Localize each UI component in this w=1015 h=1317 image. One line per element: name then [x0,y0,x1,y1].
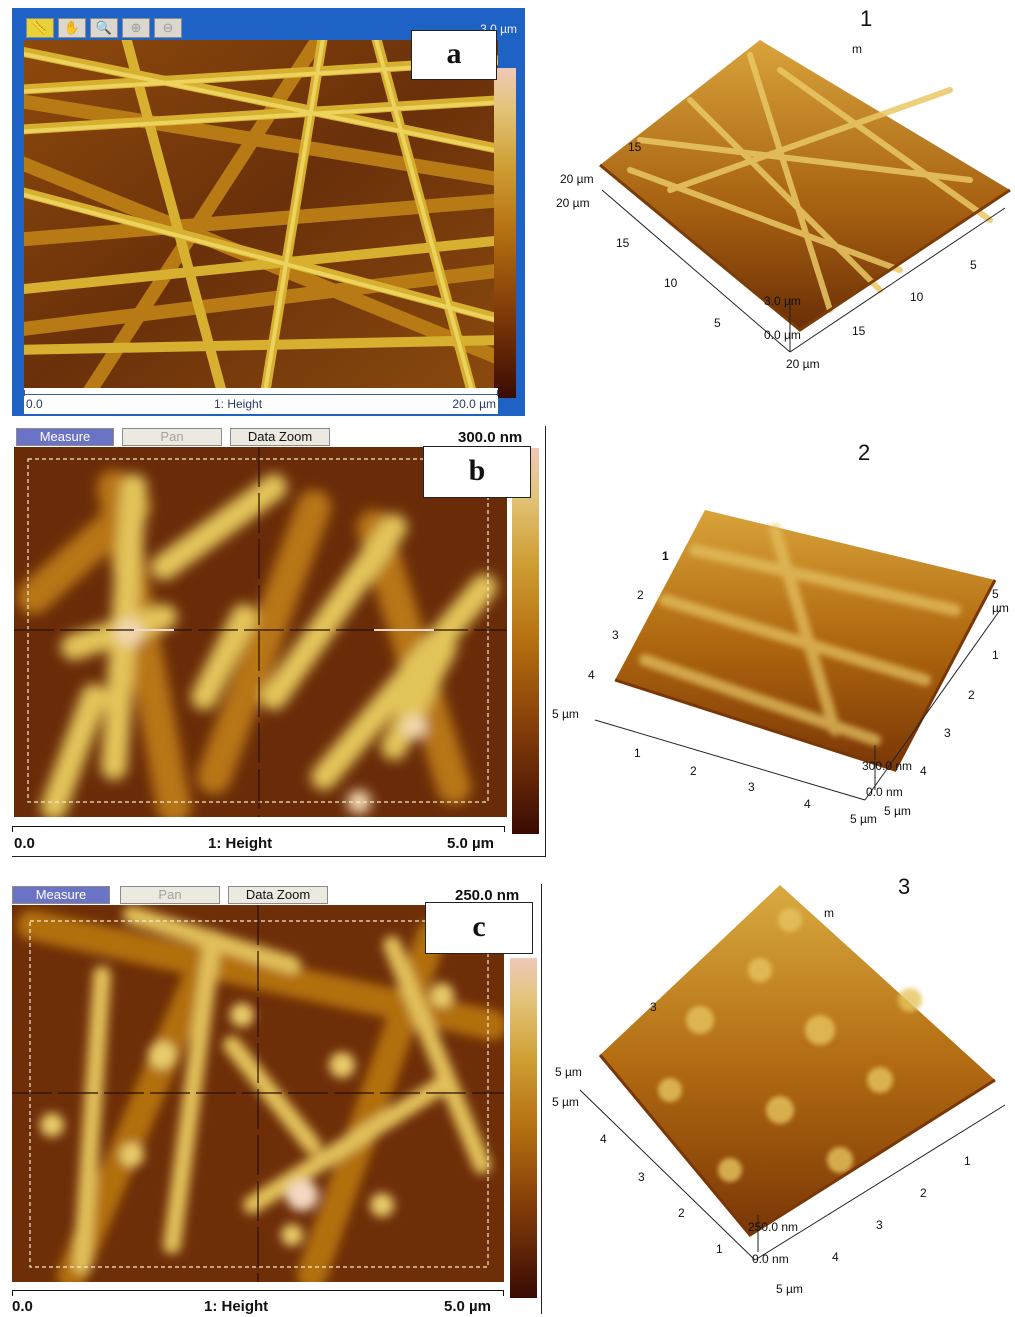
axis-3-label-7: 0.0 nm [752,1252,789,1266]
data-zoom-button-c[interactable]: Data Zoom [228,886,328,904]
axis-3-label-9: 4 [832,1250,839,1264]
footer-right-a: 20.0 µm [452,397,496,411]
scale-tick-left-b [12,826,13,832]
footer-center-a: 1: Height [214,397,263,411]
axis-3-label-10: 3 [876,1218,883,1232]
footer-left-c: 0.0 [12,1298,33,1315]
afm-height-image-a [24,40,498,388]
axis-2-label-14: 3 [944,726,951,740]
color-scale-bar-c [510,958,537,1298]
axis-1-label-7: 20 µm [786,357,820,371]
panel-label-b: b [423,446,531,498]
axis-3-label-2: 4 [600,1132,607,1146]
axis-3-label-11: 2 [920,1186,927,1200]
afm-3d-view-3 [580,885,1006,1261]
axis-2-label-9: 5 µm [850,812,877,826]
axis-3-label-8: 5 µm [776,1282,803,1296]
pan-button-b[interactable]: Pan [122,428,222,446]
footer-left-a: 0.0 [26,397,43,411]
footer-left-b: 0.0 [14,835,35,852]
magnifier-icon[interactable]: 🔍 [90,18,118,38]
axis-3-label-6: 250.0 nm [748,1220,799,1234]
axis-1-label-4: 5 [714,316,721,330]
scale-max-b: 300.0 nm [458,429,523,446]
axis-2-label-3: 4 [588,668,595,682]
axis-3-label-1: 5 µm [552,1095,579,1109]
axis-3-label-14: m [824,906,834,920]
axis-3-label-4: 2 [678,1206,685,1220]
axis-3-label-0: 5 µm [555,1065,582,1079]
afm-3d-view-2 [594,510,1001,801]
view3d-number-1: 1 [860,6,873,31]
data-zoom-button-b[interactable]: Data Zoom [230,428,330,446]
axis-3-label-5: 1 [716,1242,723,1256]
scale-max-c: 250.0 nm [455,887,520,904]
axis-2-label-0: 1 [662,549,669,563]
axis-2-label-13: 4 [920,764,927,778]
axis-1-label-3: 10 [664,276,678,290]
measure-button-b[interactable]: Measure [16,428,114,446]
axis-1-top-fragment: m [852,42,862,56]
ruler-icon[interactable]: 📏 [26,18,54,38]
hand-icon[interactable]: ✋ [58,18,86,38]
zoom-out-icon[interactable]: ⊖ [154,18,182,38]
axis-1-label-11: 15 [628,140,642,154]
color-scale-bar-a [494,68,516,398]
axis-2-label-11: 0.0 nm [866,785,903,799]
axis-2-label-17: 5 µm [992,587,1009,615]
pan-button-c[interactable]: Pan [120,886,220,904]
axis-1-label-10: 5 [970,258,977,272]
afm-toolbar-a: 📏 ✋ 🔍 ⊕ ⊖ 3.0 µm [12,8,525,40]
color-scale-bar-b [512,448,539,834]
panel-c-right-border [541,884,542,1314]
scale-tick-left-c [12,1290,13,1296]
axis-1-label-5: 3.0 µm [764,294,801,308]
scale-line-b [12,826,505,827]
scale-line-c [12,1290,504,1291]
axis-2-label-8: 4 [804,797,811,811]
axis-2-label-10: 300.0 nm [862,759,913,773]
axis-1-label-9: 10 [910,290,924,304]
axis-1-label-8: 15 [852,324,866,338]
panel-label-a: a [411,30,497,80]
footer-right-c: 5.0 µm [444,1298,491,1315]
view3d-number-3: 3 [898,874,911,899]
measure-button-c[interactable]: Measure [12,886,110,904]
axis-1-label-2: 15 [616,236,630,250]
axis-3-label-3: 3 [638,1170,645,1184]
scale-tick-right-c [503,1290,504,1296]
axis-1-label-1: 20 µm [556,196,590,210]
footer-center-c: 1: Height [204,1298,269,1315]
axis-1-label-6: 0.0 µm [764,328,801,342]
axis-2-label-7: 3 [748,780,755,794]
panel-label-c: c [425,902,533,954]
axis-3-label-13: 3 [650,1000,657,1014]
axis-2-label-6: 2 [690,764,697,778]
axis-2-label-1: 2 [637,588,644,602]
axis-1-label-0: 20 µm [560,172,594,186]
axis-3-label-12: 1 [964,1154,971,1168]
axis-2-label-15: 2 [968,688,975,702]
zoom-in-icon[interactable]: ⊕ [122,18,150,38]
footer-center-b: 1: Height [208,835,273,852]
axis-2-label-5: 1 [634,746,641,760]
afm-3d-view-1 [599,40,1011,353]
panel-b-bottom-border [12,856,546,857]
axis-2-label-4: 5 µm [552,707,579,721]
afm-height-image-b [14,447,507,817]
axis-2-label-2: 3 [612,628,619,642]
afm-height-image-c [12,905,504,1282]
axis-2-label-12: 5 µm [884,804,911,818]
view3d-number-2: 2 [858,440,871,465]
axis-2-label-16: 1 [992,648,999,662]
footer-right-b: 5.0 µm [447,835,494,852]
scale-tick-right-b [504,826,505,832]
afm-footer-a: 0.0 1: Height 20.0 µm [24,388,498,414]
panel-b-right-border [545,426,546,856]
